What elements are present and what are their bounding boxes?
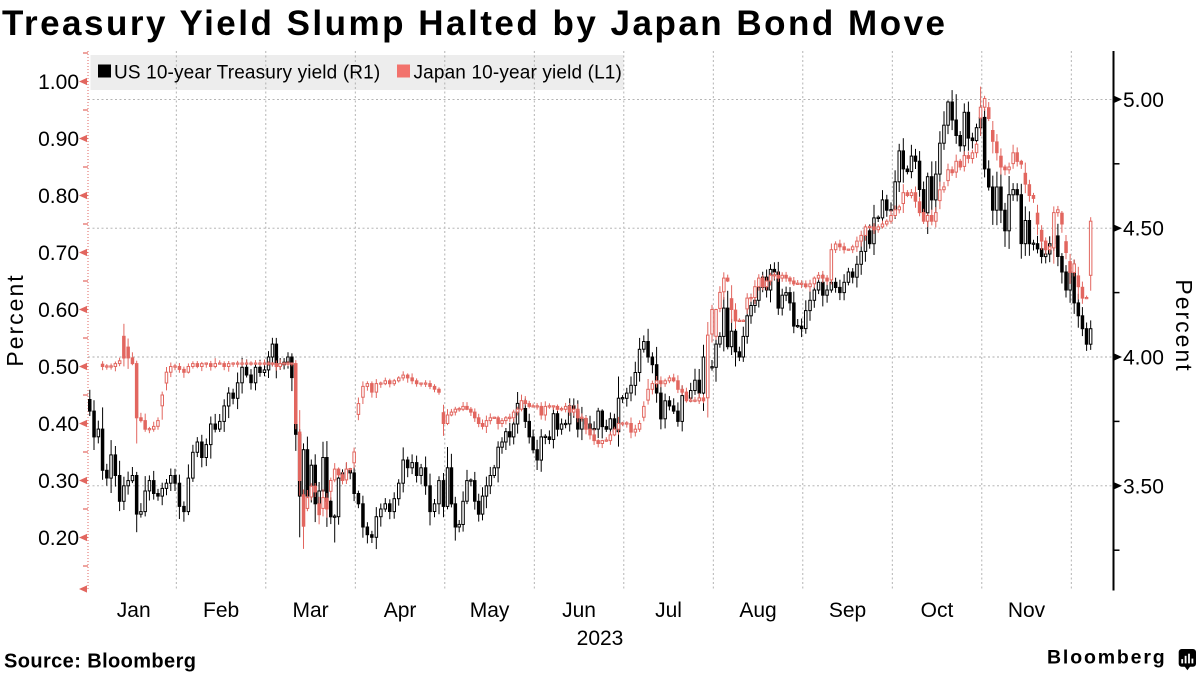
svg-text:5.00: 5.00 <box>1123 89 1164 112</box>
svg-text:0.80: 0.80 <box>38 185 79 208</box>
svg-text:Jul: Jul <box>655 599 682 622</box>
svg-text:May: May <box>470 599 510 622</box>
svg-text:3.50: 3.50 <box>1123 475 1164 498</box>
svg-text:Japan 10-year yield (L1): Japan 10-year yield (L1) <box>414 63 623 84</box>
svg-text:0.70: 0.70 <box>38 242 79 265</box>
svg-text:Bloomberg: Bloomberg <box>1047 647 1167 669</box>
svg-text:4.50: 4.50 <box>1123 218 1164 241</box>
svg-text:0.60: 0.60 <box>38 299 79 322</box>
svg-text:Percent: Percent <box>2 273 28 366</box>
svg-text:Aug: Aug <box>739 599 776 622</box>
svg-text:2023: 2023 <box>577 627 624 650</box>
svg-text:0.30: 0.30 <box>38 470 79 493</box>
svg-text:Mar: Mar <box>293 599 329 622</box>
svg-text:Jun: Jun <box>562 599 596 622</box>
svg-text:0.40: 0.40 <box>38 413 79 436</box>
svg-text:Source: Bloomberg: Source: Bloomberg <box>4 651 196 673</box>
svg-text:Treasury Yield Slump Halted by: Treasury Yield Slump Halted by Japan Bon… <box>2 4 948 43</box>
svg-text:Percent: Percent <box>1171 279 1197 372</box>
svg-text:0.20: 0.20 <box>38 527 79 550</box>
svg-text:US 10-year Treasury yield (R1): US 10-year Treasury yield (R1) <box>114 63 380 84</box>
svg-text:0.50: 0.50 <box>38 356 79 379</box>
svg-text:Apr: Apr <box>384 599 417 622</box>
svg-text:0.90: 0.90 <box>38 128 79 151</box>
svg-text:4.00: 4.00 <box>1123 347 1164 370</box>
svg-text:Sep: Sep <box>829 599 866 622</box>
svg-text:Oct: Oct <box>921 599 954 622</box>
svg-text:1.00: 1.00 <box>38 71 79 94</box>
svg-text:Jan: Jan <box>117 599 151 622</box>
svg-text:Feb: Feb <box>203 599 239 622</box>
svg-text:Nov: Nov <box>1008 599 1046 622</box>
